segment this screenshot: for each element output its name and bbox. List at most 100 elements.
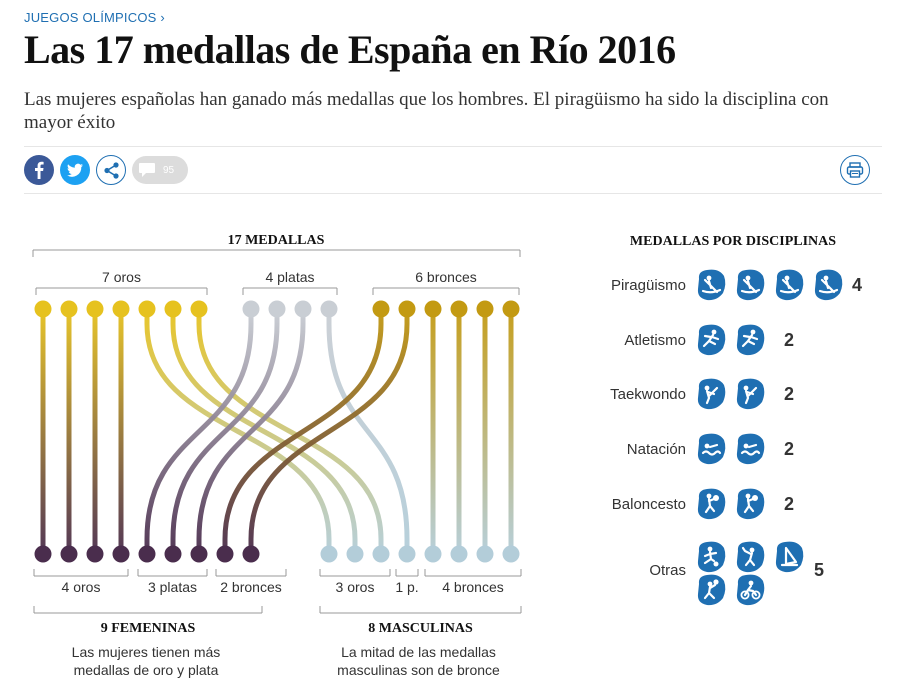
swimming-icon-head <box>743 443 749 449</box>
medal-link-4 <box>144 306 332 557</box>
athletics-icon-glyph <box>741 333 759 348</box>
swimming-icon <box>736 433 765 465</box>
top-group-label-0: 7 oros <box>102 269 141 285</box>
football-icon-ball <box>713 561 719 567</box>
basketball-icon-badge <box>697 488 726 520</box>
football-icon-head <box>707 546 713 552</box>
comments-button[interactable]: 95 <box>132 156 188 184</box>
top-medal-gold-1 <box>60 300 78 318</box>
cycling-icon-glyph <box>743 584 758 597</box>
section-kicker[interactable]: JUEGOS OLÍMPICOS › <box>24 10 165 25</box>
athletics-icon <box>697 324 726 356</box>
swimming-icon-badge <box>736 433 765 465</box>
volleyball-icon-head <box>707 581 713 587</box>
facebook-button[interactable] <box>24 155 54 185</box>
twitter-button[interactable] <box>60 155 90 185</box>
bottom-female-4 <box>138 545 156 563</box>
canoe-icon <box>814 269 843 301</box>
discipline-label-0: Piragüismo <box>611 277 686 294</box>
taekwondo-icon-glyph <box>744 386 758 405</box>
print-button[interactable] <box>840 155 870 185</box>
cycling-icon <box>736 574 765 606</box>
discipline-label-4: Baloncesto <box>612 496 686 513</box>
discipline-value-4: 2 <box>784 494 794 514</box>
discipline-value-1: 2 <box>784 330 794 350</box>
share-button[interactable] <box>96 155 126 185</box>
discipline-value-0: 4 <box>852 275 862 295</box>
canoe-icon-badge <box>736 269 765 301</box>
bottom-female-1 <box>60 545 78 563</box>
bottom-male-10 <box>346 545 364 563</box>
comment-icon <box>139 163 155 177</box>
chart-title: 17 MEDALLAS <box>228 233 325 248</box>
basketball-icon-glyph <box>743 497 755 514</box>
athletics-icon-head <box>711 329 717 335</box>
medal-link-7 <box>144 306 254 557</box>
bottom-female-8 <box>242 545 260 563</box>
canoe-icon-badge <box>775 269 804 301</box>
canoe-icon <box>775 269 804 301</box>
discipline-value-5: 5 <box>814 560 824 580</box>
gender-title-0: 9 FEMENINAS <box>101 621 196 636</box>
medals-chart: 17 MEDALLAS 7 oros 4 platas 6 bronces 4 oros… <box>32 233 862 678</box>
top-medal-silver-9 <box>294 300 312 318</box>
basketball-icon <box>697 488 726 520</box>
bottom-male-13 <box>424 545 442 563</box>
basketball-icon <box>736 488 765 520</box>
share-icon <box>103 161 119 179</box>
taekwondo-icon <box>736 378 765 410</box>
bottom-female-7 <box>216 545 234 563</box>
medal-link-6 <box>196 306 384 557</box>
discipline-value-2: 2 <box>784 384 794 404</box>
gender-title-1: 8 MASCULINAS <box>368 621 473 636</box>
facebook-icon <box>35 161 44 179</box>
gender-note-1-1: masculinas son de bronce <box>337 662 500 678</box>
badminton-icon-head <box>749 547 755 553</box>
cycling-icon-wheel <box>740 590 750 600</box>
basketball-icon-head <box>745 493 751 499</box>
medal-link-12 <box>248 306 410 557</box>
bottom-female-6 <box>190 545 208 563</box>
volleyball-icon <box>697 574 726 606</box>
bottom-female-2 <box>86 545 104 563</box>
page-subtitle: Las mujeres españolas han ganado más med… <box>24 89 829 133</box>
top-group-label-1: 4 platas <box>265 269 314 285</box>
medal-link-5 <box>170 306 358 557</box>
canoe-icon-glyph <box>740 278 761 294</box>
top-medal-gold-4 <box>138 300 156 318</box>
basketball-icon-head <box>706 493 712 499</box>
bottom-female-3 <box>112 545 130 563</box>
football-icon-glyph <box>703 550 718 565</box>
discipline-label-1: Atletismo <box>624 332 686 349</box>
gender-note-0-0: Las mujeres tienen más <box>72 644 221 660</box>
top-medal-bronze-15 <box>476 300 494 318</box>
sailing-icon-badge <box>775 541 804 573</box>
top-medal-gold-2 <box>86 300 104 318</box>
swimming-icon-head <box>704 443 710 449</box>
discipline-label-5: Otras <box>649 562 686 579</box>
bottom-male-9 <box>320 545 338 563</box>
basketball-icon-glyph <box>704 497 716 514</box>
sailing-icon <box>775 541 804 573</box>
discipline-label-3: Natación <box>627 441 686 458</box>
gender-note-0-1: medallas de oro y plata <box>74 662 219 678</box>
comments-count: 95 <box>163 164 175 176</box>
medal-link-10 <box>326 306 410 557</box>
canoe-icon-badge <box>697 269 726 301</box>
divider-top <box>24 146 882 147</box>
volleyball-icon-ball <box>713 579 719 585</box>
athletics-icon-badge <box>697 324 726 356</box>
top-medal-gold-5 <box>164 300 182 318</box>
bottom-group-label-3: 3 oros <box>336 579 375 595</box>
taekwondo-icon <box>697 378 726 410</box>
canoe-icon-glyph <box>818 278 839 294</box>
bottom-male-12 <box>398 545 416 563</box>
swimming-icon-glyph <box>701 443 722 456</box>
top-medal-bronze-12 <box>398 300 416 318</box>
basketball-icon-badge <box>736 488 765 520</box>
canoe-icon-glyph <box>779 278 800 294</box>
divider-bottom <box>24 193 882 194</box>
top-medal-silver-10 <box>320 300 338 318</box>
top-medal-gold-6 <box>190 300 208 318</box>
canoe-icon-head <box>784 275 790 281</box>
